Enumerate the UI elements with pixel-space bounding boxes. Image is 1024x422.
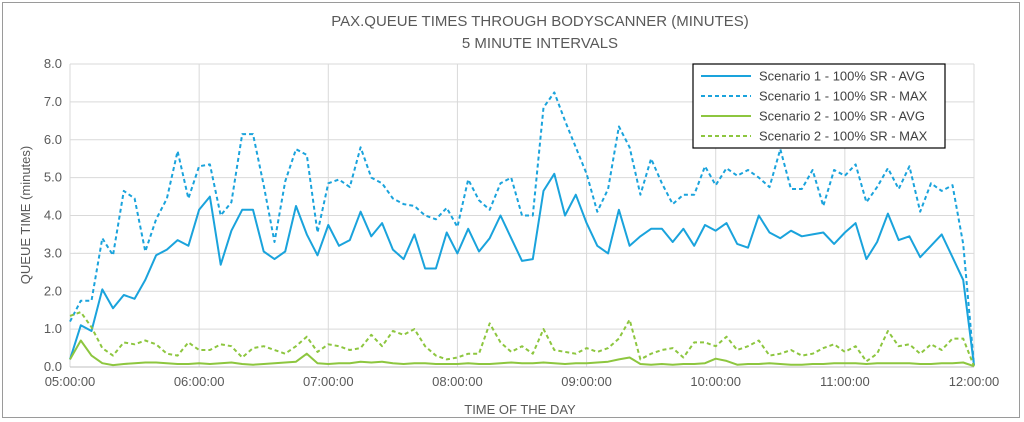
x-tick-label: 06:00:00 — [174, 374, 225, 389]
series-line-1 — [69, 172, 975, 366]
x-tick-labels: 05:00:00 06:00:00 07:00:00 08:00:00 09:00:00… — [45, 374, 1000, 389]
y-tick-labels: 0.0 1.0 2.0 3.0 4.0 5.0 6.0 7.0 8.0 — [44, 56, 62, 374]
y-tick-label: 3.0 — [44, 245, 62, 260]
x-axis-title: TIME OF THE DAY — [464, 402, 576, 417]
series-line-3 — [69, 339, 975, 368]
y-tick-label: 8.0 — [44, 56, 62, 71]
legend-label-1: Scenario 1 - 100% SR - AVG — [759, 69, 925, 84]
legend-label-3: Scenario 2 - 100% SR - AVG — [759, 109, 925, 124]
x-tick-label: 11:00:00 — [820, 374, 870, 389]
x-tick-label: 12:00:00 — [949, 374, 1000, 389]
y-tick-label: 5.0 — [44, 170, 62, 185]
legend: Scenario 1 - 100% SR - AVG Scenario 1 - 1… — [692, 63, 946, 149]
x-tick-label: 10:00:00 — [690, 374, 741, 389]
y-tick-label: 0.0 — [44, 359, 62, 374]
legend-box — [692, 63, 946, 149]
series-lines — [69, 91, 975, 368]
legend-label-4: Scenario 2 - 100% SR - MAX — [759, 129, 928, 144]
chart-title: PAX.QUEUE TIMES THROUGH BODYSCANNER (MIN… — [331, 13, 749, 30]
y-axis-title: QUEUE TIME (minutes) — [18, 146, 33, 284]
x-tick-label: 08:00:00 — [432, 374, 483, 389]
y-tick-label: 2.0 — [44, 283, 62, 298]
chart-subtitle: 5 MINUTE INTERVALS — [462, 35, 618, 52]
x-tick-label: 07:00:00 — [303, 374, 354, 389]
legend-label-2: Scenario 1 - 100% SR - MAX — [759, 89, 928, 104]
y-tick-label: 6.0 — [44, 132, 62, 147]
y-tick-label: 1.0 — [44, 321, 62, 336]
y-tick-label: 7.0 — [44, 94, 62, 109]
series-line-4 — [69, 311, 975, 367]
x-tick-label: 09:00:00 — [561, 374, 612, 389]
x-tick-label: 05:00:00 — [45, 374, 96, 389]
y-tick-label: 4.0 — [44, 208, 62, 223]
